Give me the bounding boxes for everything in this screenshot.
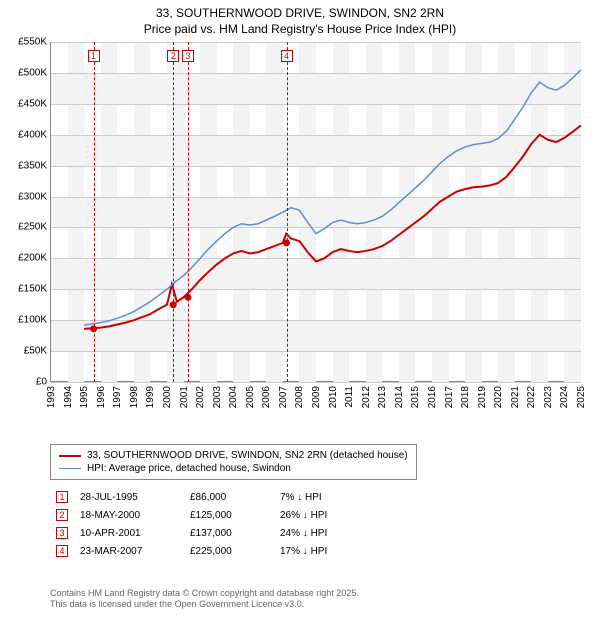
x-tick-label: 2024 bbox=[559, 386, 570, 408]
event-hpi-delta: 24% ↓ HPI bbox=[274, 524, 333, 542]
x-tick-label: 1994 bbox=[63, 386, 74, 408]
event-price: £137,000 bbox=[184, 524, 274, 542]
event-hpi-delta: 7% ↓ HPI bbox=[274, 488, 333, 506]
event-date: 28-JUL-1995 bbox=[74, 488, 184, 506]
event-hpi-delta: 26% ↓ HPI bbox=[274, 506, 333, 524]
event-hpi-delta: 17% ↓ HPI bbox=[274, 542, 333, 560]
x-tick-label: 2011 bbox=[344, 386, 355, 408]
y-tick-label: £250K bbox=[3, 222, 47, 233]
y-tick-label: £0 bbox=[3, 377, 47, 388]
x-tick-label: 2025 bbox=[576, 386, 587, 408]
x-tick-label: 1993 bbox=[46, 386, 57, 408]
title-line-2: Price paid vs. HM Land Registry's House … bbox=[0, 22, 600, 38]
legend-label: 33, SOUTHERNWOOD DRIVE, SWINDON, SN2 2RN… bbox=[87, 450, 408, 461]
legend-label: HPI: Average price, detached house, Swin… bbox=[87, 463, 291, 474]
x-tick-label: 2010 bbox=[328, 386, 339, 408]
legend-row: 33, SOUTHERNWOOD DRIVE, SWINDON, SN2 2RN… bbox=[59, 449, 408, 462]
x-tick-label: 2020 bbox=[493, 386, 504, 408]
x-tick-label: 2005 bbox=[245, 386, 256, 408]
sale-marker-box: 3 bbox=[182, 50, 194, 62]
sale-events-table: 1 28-JUL-1995£86,0007% ↓ HPI 2 18-MAY-2000£… bbox=[50, 488, 333, 560]
x-tick-label: 2013 bbox=[377, 386, 388, 408]
y-tick-label: £550K bbox=[3, 37, 47, 48]
x-tick-label: 2009 bbox=[311, 386, 322, 408]
sale-marker-vline bbox=[94, 42, 95, 382]
event-price: £125,000 bbox=[184, 506, 274, 524]
table-row: 3 10-APR-2001£137,00024% ↓ HPI bbox=[50, 524, 333, 542]
event-number-box: 2 bbox=[56, 509, 68, 521]
y-tick-label: £500K bbox=[3, 67, 47, 78]
x-tick-label: 2006 bbox=[261, 386, 272, 408]
x-tick-label: 2017 bbox=[444, 386, 455, 408]
table-row: 4 23-MAR-2007£225,00017% ↓ HPI bbox=[50, 542, 333, 560]
title-block: 33, SOUTHERNWOOD DRIVE, SWINDON, SN2 2RN… bbox=[0, 0, 600, 41]
event-price: £225,000 bbox=[184, 542, 274, 560]
y-tick-label: £100K bbox=[3, 315, 47, 326]
sale-marker-vline bbox=[173, 42, 174, 382]
series-line bbox=[84, 70, 581, 325]
x-tick-label: 2008 bbox=[294, 386, 305, 408]
sale-marker-vline bbox=[188, 42, 189, 382]
chart-area: £0£50K£100K£150K£200K£250K£300K£350K£400… bbox=[50, 42, 580, 412]
chart-container: 33, SOUTHERNWOOD DRIVE, SWINDON, SN2 2RN… bbox=[0, 0, 600, 620]
table-row: 2 18-MAY-2000£125,00026% ↓ HPI bbox=[50, 506, 333, 524]
event-date: 18-MAY-2000 bbox=[74, 506, 184, 524]
x-tick-label: 2019 bbox=[477, 386, 488, 408]
x-tick-label: 2014 bbox=[394, 386, 405, 408]
x-tick-label: 2015 bbox=[410, 386, 421, 408]
x-tick-label: 2004 bbox=[228, 386, 239, 408]
title-line-1: 33, SOUTHERNWOOD DRIVE, SWINDON, SN2 2RN bbox=[0, 6, 600, 22]
line-series-svg bbox=[51, 42, 581, 382]
footer-line-2: This data is licensed under the Open Gov… bbox=[50, 599, 359, 610]
y-tick-label: £200K bbox=[3, 253, 47, 264]
y-tick-label: £150K bbox=[3, 284, 47, 295]
x-tick-label: 1996 bbox=[96, 386, 107, 408]
x-tick-label: 2021 bbox=[510, 386, 521, 408]
y-tick-label: £300K bbox=[3, 191, 47, 202]
x-tick-label: 2018 bbox=[460, 386, 471, 408]
x-tick-label: 2001 bbox=[179, 386, 190, 408]
x-tick-label: 2007 bbox=[278, 386, 289, 408]
x-tick-label: 1998 bbox=[129, 386, 140, 408]
event-price: £86,000 bbox=[184, 488, 274, 506]
footer-line-1: Contains HM Land Registry data © Crown c… bbox=[50, 588, 359, 599]
x-tick-label: 1995 bbox=[79, 386, 90, 408]
x-tick-label: 2022 bbox=[526, 386, 537, 408]
sale-marker-vline bbox=[287, 42, 288, 382]
x-tick-label: 2002 bbox=[195, 386, 206, 408]
x-tick-label: 2016 bbox=[427, 386, 438, 408]
x-tick-label: 2012 bbox=[361, 386, 372, 408]
y-tick-label: £350K bbox=[3, 160, 47, 171]
legend-swatch bbox=[59, 468, 81, 470]
y-tick-label: £50K bbox=[3, 346, 47, 357]
events-table: 1 28-JUL-1995£86,0007% ↓ HPI 2 18-MAY-2000£… bbox=[50, 488, 333, 560]
legend: 33, SOUTHERNWOOD DRIVE, SWINDON, SN2 2RN… bbox=[50, 444, 417, 480]
event-number-box: 3 bbox=[56, 527, 68, 539]
table-row: 1 28-JUL-1995£86,0007% ↓ HPI bbox=[50, 488, 333, 506]
sale-marker-box: 4 bbox=[281, 50, 293, 62]
event-number-box: 1 bbox=[56, 491, 68, 503]
y-tick-label: £450K bbox=[3, 98, 47, 109]
legend-row: HPI: Average price, detached house, Swin… bbox=[59, 462, 408, 475]
plot-region: £0£50K£100K£150K£200K£250K£300K£350K£400… bbox=[50, 42, 580, 382]
x-tick-label: 1997 bbox=[112, 386, 123, 408]
x-tick-label: 2000 bbox=[162, 386, 173, 408]
footer-attribution: Contains HM Land Registry data © Crown c… bbox=[50, 588, 359, 610]
event-date: 23-MAR-2007 bbox=[74, 542, 184, 560]
sale-marker-box: 1 bbox=[88, 50, 100, 62]
series-line bbox=[84, 125, 581, 328]
legend-swatch bbox=[59, 455, 81, 457]
y-tick-label: £400K bbox=[3, 129, 47, 140]
event-date: 10-APR-2001 bbox=[74, 524, 184, 542]
x-tick-label: 1999 bbox=[145, 386, 156, 408]
x-tick-label: 2023 bbox=[543, 386, 554, 408]
y-gridline bbox=[51, 382, 581, 383]
event-number-box: 4 bbox=[56, 545, 68, 557]
x-tick-label: 2003 bbox=[212, 386, 223, 408]
sale-marker-box: 2 bbox=[167, 50, 179, 62]
